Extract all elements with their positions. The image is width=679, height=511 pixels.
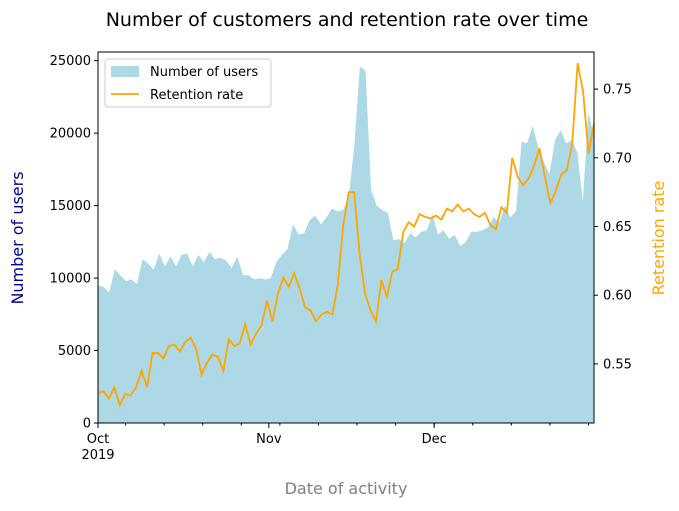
x-tick-sublabel: 2019 <box>81 448 114 463</box>
right-axis: 0.55 0.60 0.65 0.70 0.75 <box>594 83 632 372</box>
x-tick-label: Dec <box>422 432 447 447</box>
legend: Number of users Retention rate <box>104 58 272 108</box>
x-axis-label: Date of activity <box>285 479 408 498</box>
legend-swatch-users <box>111 66 139 77</box>
y-left-tick-label: 5000 <box>58 344 91 359</box>
y-left-tick-label: 25000 <box>50 54 91 69</box>
y-right-tick-label: 0.65 <box>603 220 632 235</box>
plot-frame <box>97 51 595 424</box>
users-area-series <box>98 66 594 424</box>
plot-area <box>97 62 595 424</box>
retention-line-series <box>97 62 595 408</box>
chart-title: Number of customers and retention rate o… <box>106 9 589 31</box>
y-left-tick-label: 20000 <box>50 127 91 142</box>
y-left-tick-label: 15000 <box>50 199 91 214</box>
y-axis-left-label: Number of users <box>8 171 27 304</box>
left-axis: 0 5000 10000 15000 20000 25000 <box>50 54 98 432</box>
x-tick-label: Oct <box>87 432 109 447</box>
y-right-tick-label: 0.75 <box>603 83 632 98</box>
y-axis-right-label: Retention rate <box>649 181 668 296</box>
legend-label-retention: Retention rate <box>150 88 243 103</box>
y-right-tick-label: 0.55 <box>603 357 632 372</box>
y-left-tick-label: 10000 <box>50 272 91 287</box>
x-tick-label: Nov <box>256 432 282 447</box>
legend-label-users: Number of users <box>150 65 258 80</box>
legend-box <box>104 58 272 108</box>
y-right-tick-label: 0.70 <box>603 151 632 166</box>
y-right-tick-label: 0.60 <box>603 289 632 304</box>
y-left-tick-label: 0 <box>83 417 91 432</box>
